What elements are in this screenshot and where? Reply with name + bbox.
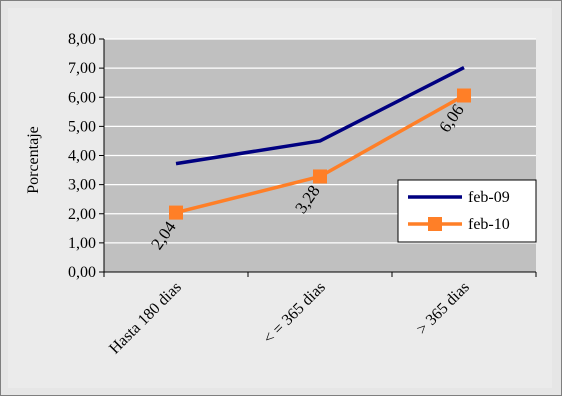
legend-box — [397, 179, 537, 243]
y-tick-label: 4,00 — [68, 148, 96, 165]
y-tick-labels: 0,00 1,00 2,00 3,00 4,00 5,00 6,00 7,00 8,00 — [68, 31, 96, 281]
y-tick-label: 3,00 — [68, 177, 96, 194]
series-line-feb-09 — [175, 65, 465, 166]
y-tick-label: 6,00 — [68, 89, 96, 106]
y-tick-label: 5,00 — [68, 118, 96, 135]
y-tick-label: 8,00 — [68, 31, 96, 48]
legend-swatch-marker — [428, 217, 442, 231]
series — [169, 65, 471, 220]
y-tick-label: 7,00 — [68, 60, 96, 77]
axes — [99, 38, 537, 277]
data-point-marker — [169, 205, 183, 220]
y-axis-title: Porcentaje — [25, 126, 42, 194]
legend: feb-09 feb-10 — [397, 179, 537, 243]
legend-label: feb-10 — [468, 216, 510, 233]
y-tick-label: 0,00 — [68, 264, 96, 281]
y-tick-label: 1,00 — [68, 235, 96, 252]
data-point-marker — [457, 88, 471, 103]
legend-label: feb-09 — [468, 189, 510, 206]
data-point-marker — [313, 169, 327, 184]
y-tick-label: 2,00 — [68, 206, 96, 223]
